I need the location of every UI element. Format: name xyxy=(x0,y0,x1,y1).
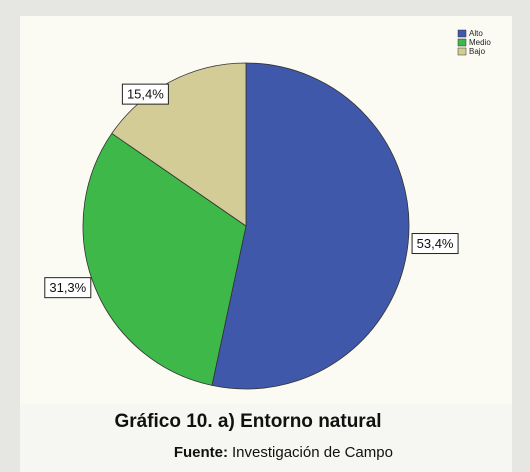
legend-swatch xyxy=(457,47,467,56)
data-label-box: 31,3% xyxy=(44,277,92,299)
legend-swatch xyxy=(457,29,467,38)
pie-slice xyxy=(82,132,247,386)
source-label: Fuente: xyxy=(174,444,228,461)
legend-label: Alto xyxy=(469,29,483,38)
legend-label: Medio xyxy=(469,38,491,47)
data-label: 53,4% xyxy=(417,236,454,251)
data-label-box: 53,4% xyxy=(411,233,459,255)
label-frame xyxy=(44,277,92,299)
data-label-box: 15,4% xyxy=(121,83,169,105)
caption-panel xyxy=(20,404,512,472)
label-frame xyxy=(411,233,459,255)
source: Investigación de Campo xyxy=(232,444,393,461)
data-label: 15,4% xyxy=(127,87,164,102)
chart-title: Gráfico 10. a) Entorno natural xyxy=(114,411,381,432)
legend-swatch xyxy=(457,38,467,47)
pie-slice xyxy=(211,62,410,390)
data-label: 31,3% xyxy=(49,280,86,295)
legend-label: Bajo xyxy=(469,47,486,56)
label-frame xyxy=(121,83,169,105)
